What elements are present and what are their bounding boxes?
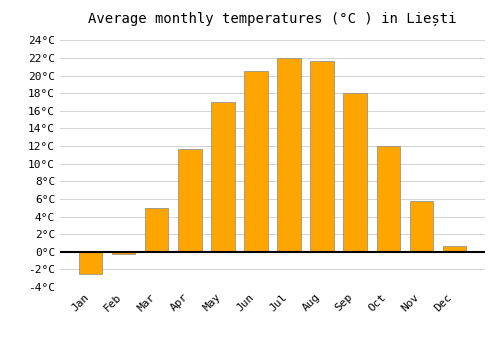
Bar [178, 149, 202, 252]
Bar [310, 61, 334, 252]
Bar [442, 246, 466, 252]
Title: Average monthly temperatures (°C ) in Liești: Average monthly temperatures (°C ) in Li… [88, 12, 457, 26]
Bar [212, 102, 234, 252]
Bar [80, 252, 102, 274]
Bar [344, 93, 366, 252]
Bar [244, 71, 268, 252]
Bar [146, 208, 169, 252]
Bar [410, 201, 432, 252]
Bar [376, 146, 400, 252]
Bar [112, 252, 136, 254]
Bar [278, 58, 300, 252]
